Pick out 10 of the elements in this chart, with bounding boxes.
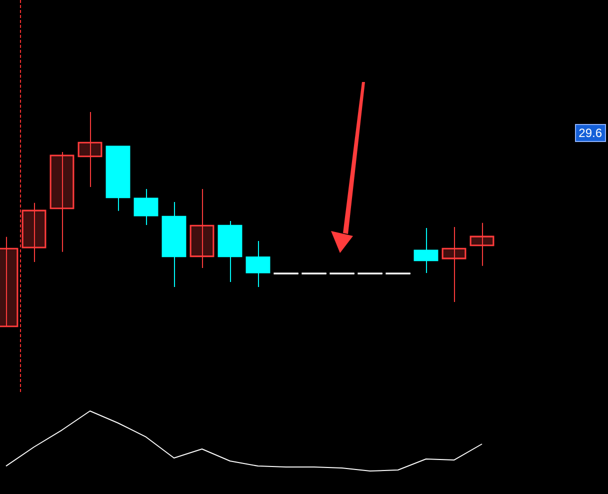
candlestick xyxy=(246,240,270,288)
text: 29.6 xyxy=(574,124,606,142)
candlestick xyxy=(414,228,438,274)
candlestick xyxy=(134,188,158,226)
candlestick xyxy=(50,151,74,252)
candlestick xyxy=(190,188,214,269)
candlestick xyxy=(22,202,46,263)
candlestick xyxy=(78,111,102,188)
candlestick xyxy=(470,222,494,266)
candlestick xyxy=(442,226,466,302)
